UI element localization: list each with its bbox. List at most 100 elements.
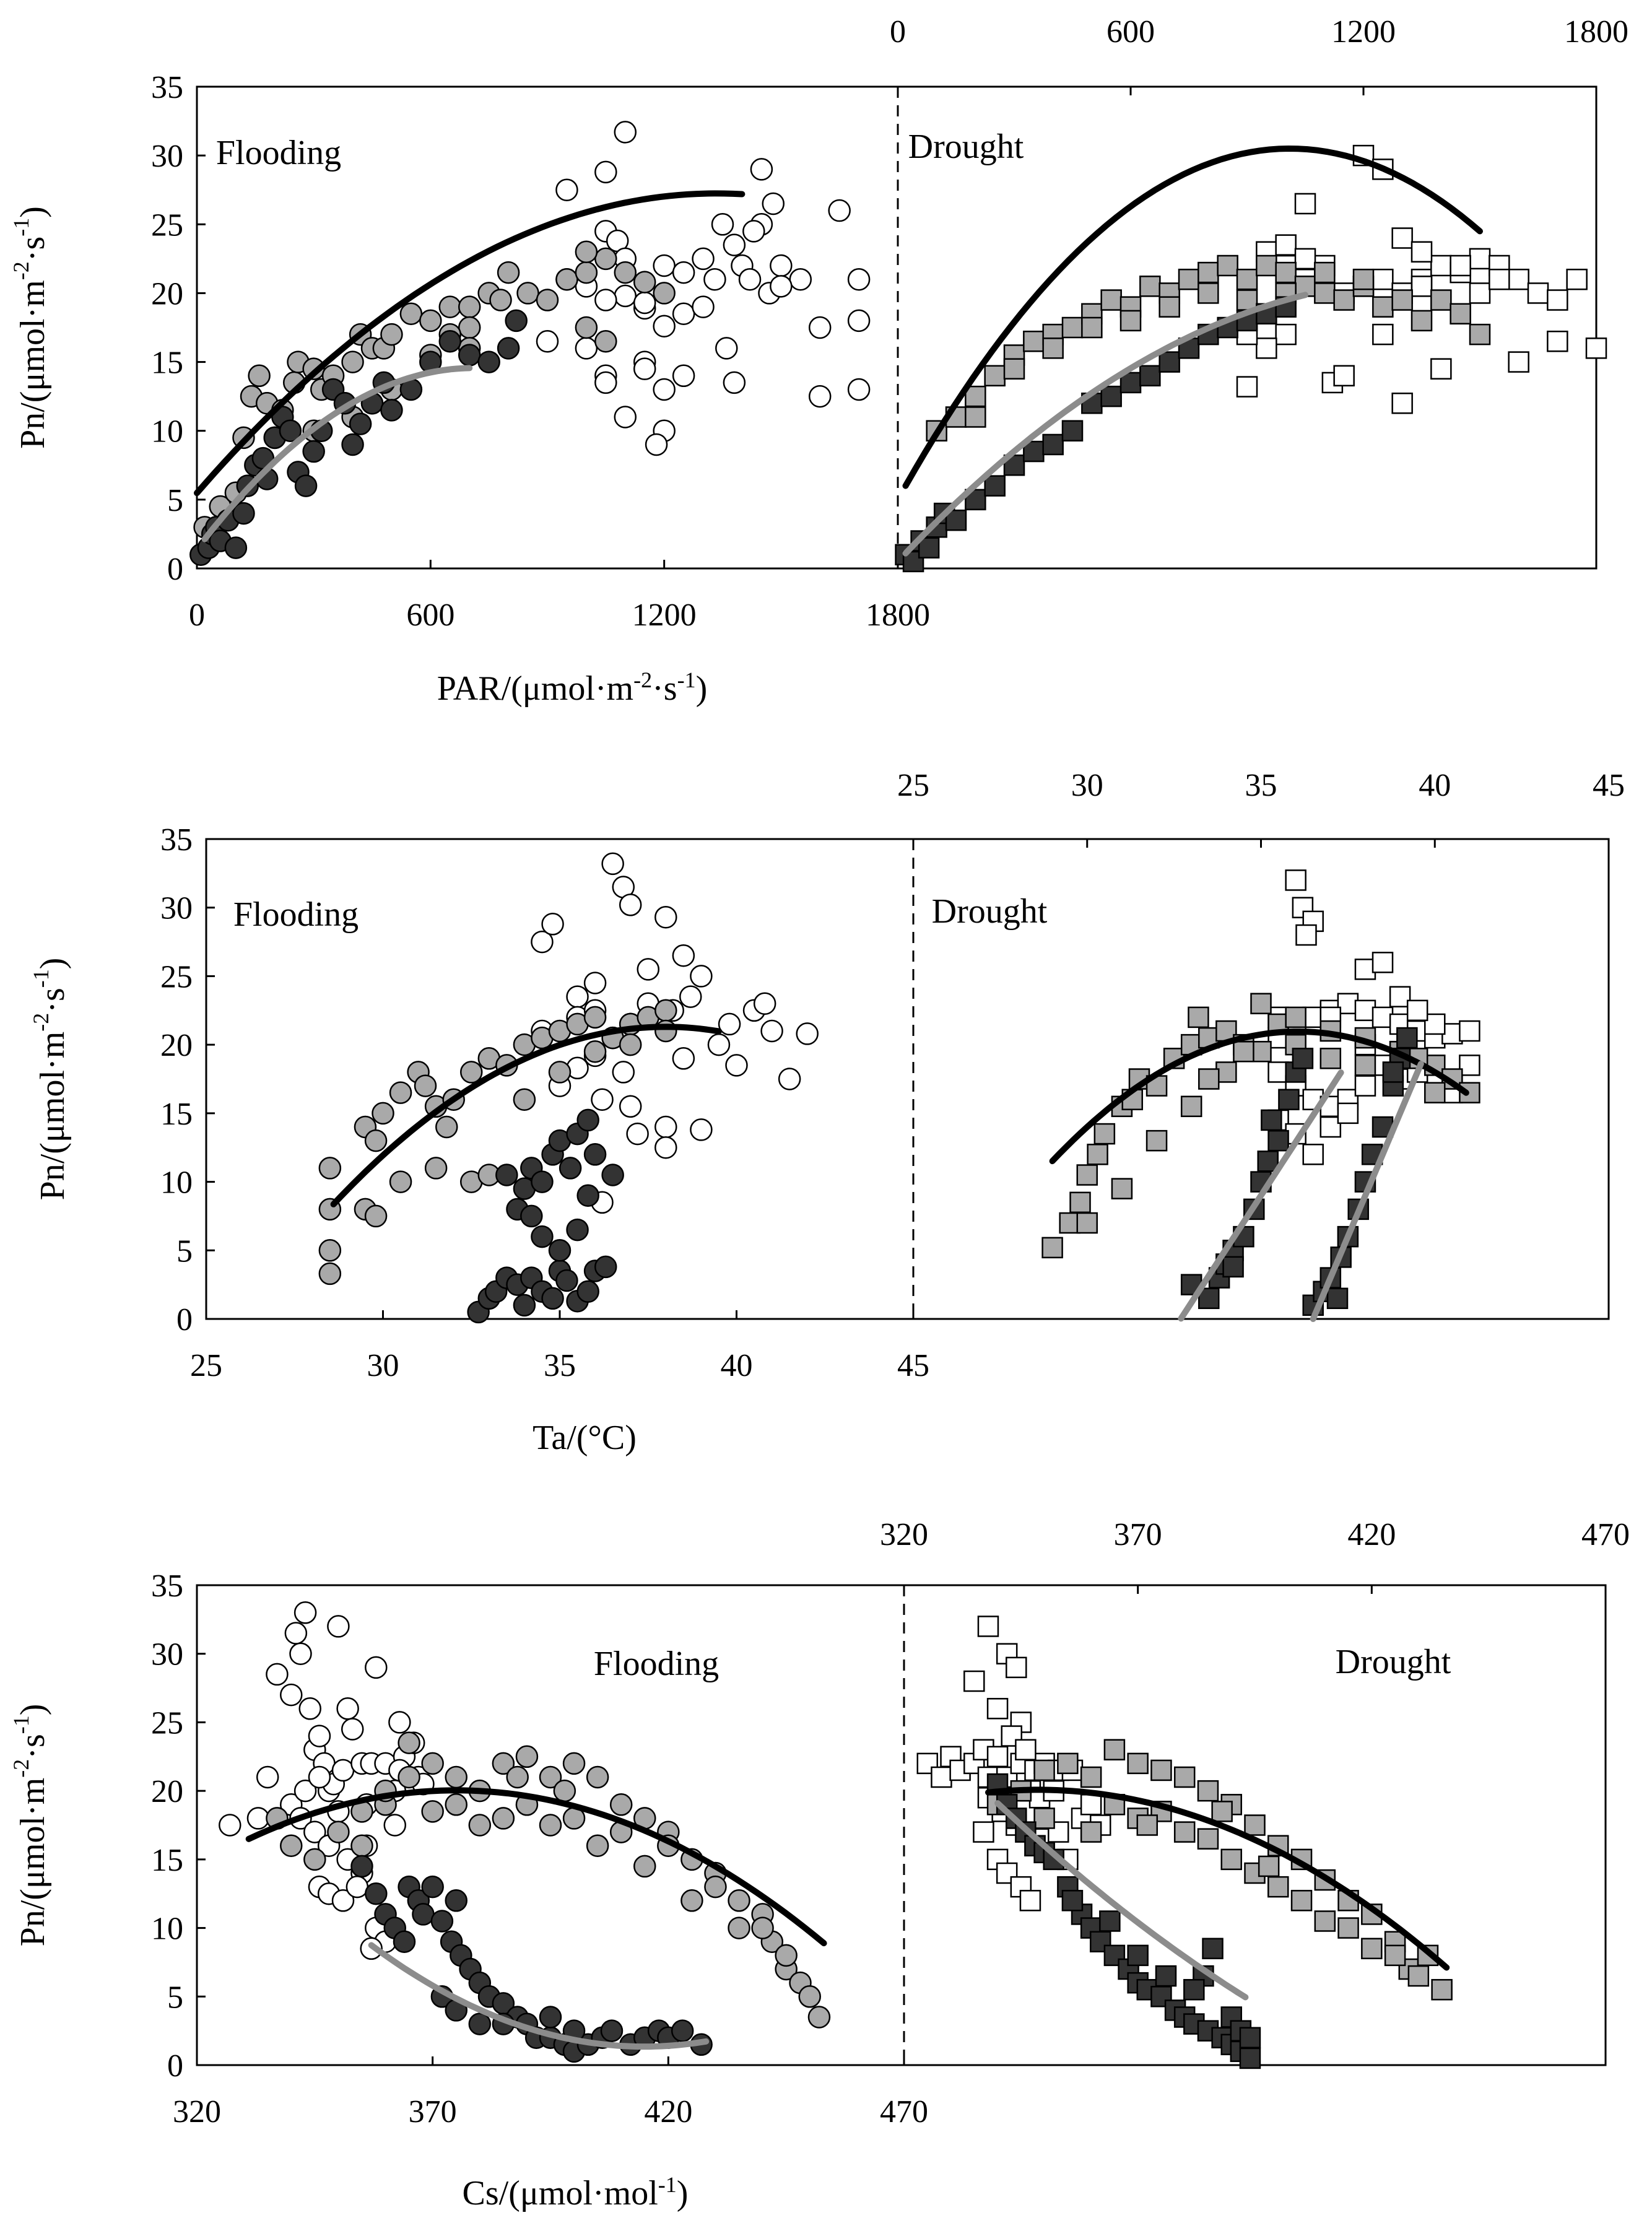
white-marker-point (626, 1122, 649, 1146)
white-marker-point (388, 1711, 411, 1734)
gray-marker-point (1069, 1191, 1091, 1214)
white-marker-point (327, 1615, 350, 1638)
white-marker-point (1406, 999, 1428, 1022)
gray-marker-point (575, 240, 598, 263)
y-tick-label: 25 (151, 207, 183, 243)
white-marker-point (977, 1616, 999, 1637)
white-marker-point (331, 1889, 355, 1912)
white-marker-point (703, 268, 726, 291)
gray-marker-point (586, 1834, 609, 1857)
y-tick-label: 15 (151, 346, 183, 381)
white-marker-point (986, 1746, 1009, 1768)
dark-marker-point (294, 474, 318, 497)
dark-marker-point (279, 419, 302, 442)
gray-marker-point (421, 1752, 444, 1775)
gray-marker-point (1197, 1828, 1219, 1850)
gray-marker-point (1080, 1766, 1102, 1788)
gray-marker-point (458, 295, 481, 318)
white-marker-point (690, 965, 713, 988)
white-marker-point (591, 1088, 614, 1111)
gray-marker-point (421, 1800, 444, 1823)
fit-curve-black (330, 1024, 722, 1207)
dark-marker-point (1326, 1287, 1349, 1310)
y-tick-label: 25 (151, 1705, 183, 1741)
gray-marker-point (728, 1916, 750, 1939)
white-marker-point (1236, 376, 1258, 398)
gray-marker-point (424, 1157, 448, 1180)
panel-label-flooding: Flooding (216, 134, 341, 172)
dark-marker-point (520, 1204, 543, 1228)
gray-marker-point (594, 329, 617, 353)
gray-marker-point (492, 1752, 515, 1775)
gray-marker-point (807, 2006, 831, 2029)
white-marker-point (303, 1821, 326, 1843)
gray-marker-point (364, 1129, 388, 1152)
y-tick-label: 0 (176, 1302, 193, 1338)
y-tick-label: 5 (167, 1980, 183, 2015)
white-marker-point (1450, 254, 1471, 277)
gray-marker-point (1314, 1910, 1336, 1932)
y-tick-label: 10 (160, 1165, 193, 1201)
white-marker-point (847, 378, 871, 401)
gray-marker-point (575, 261, 598, 284)
white-marker-point (293, 1601, 317, 1624)
white-marker-point (723, 371, 746, 394)
white-marker-point (614, 121, 637, 144)
x-tick-label-top: 45 (1593, 768, 1625, 803)
white-marker-point (796, 1022, 819, 1045)
dark-marker-point (671, 2019, 694, 2042)
white-marker-point (1469, 248, 1491, 270)
white-marker-point (614, 406, 637, 428)
gray-marker-point (1407, 1965, 1430, 1987)
y-tick-label: 0 (167, 2048, 183, 2084)
dark-marker-point (1222, 1256, 1244, 1278)
dark-marker-point (576, 1280, 599, 1303)
gray-marker-point (680, 1889, 703, 1912)
white-marker-point (1459, 1020, 1480, 1042)
plot-frame (196, 1584, 1607, 2066)
x-axis-title: Ta/(°C) (533, 1419, 637, 1457)
white-marker-point (1430, 254, 1452, 277)
white-marker-point (1354, 1075, 1376, 1097)
white-marker-point (692, 247, 715, 271)
gray-marker-point (513, 1088, 536, 1111)
white-marker-point (1015, 1739, 1037, 1760)
white-marker-point (298, 1697, 321, 1720)
gray-marker-point (965, 385, 986, 407)
gray-marker-point (1361, 1938, 1383, 1960)
gray-marker-point (280, 1834, 303, 1857)
white-marker-point (715, 337, 738, 360)
gray-marker-point (653, 282, 676, 305)
x-tick-label: 320 (173, 2094, 221, 2129)
fit-curve-gray (201, 365, 473, 542)
dark-marker-point (1267, 1129, 1289, 1152)
x-tick-label-top: 420 (1347, 1517, 1396, 1552)
white-marker-point (1295, 924, 1317, 946)
y-tick-label: 30 (160, 891, 193, 926)
gray-marker-point (1136, 1814, 1159, 1836)
gray-marker-point (303, 1848, 326, 1871)
gray-marker-point (1093, 1123, 1116, 1145)
gray-marker-point (458, 316, 481, 339)
white-marker-point (847, 268, 871, 291)
gray-marker-point (1258, 1855, 1280, 1877)
dark-marker-point (468, 2012, 492, 2035)
white-marker-point (1275, 323, 1297, 346)
dark-marker-point (1061, 420, 1084, 442)
white-marker-point (1411, 276, 1433, 297)
panel-label-drought: Drought (1336, 1643, 1451, 1681)
y-tick-label: 5 (176, 1233, 193, 1269)
panel-label-drought: Drought (908, 128, 1024, 166)
x-tick-label-top: 1800 (1564, 14, 1628, 50)
white-marker-point (1048, 1821, 1069, 1843)
white-marker-point (1508, 268, 1529, 290)
gray-marker-point (460, 1061, 483, 1084)
y-tick-label: 20 (151, 1774, 183, 1809)
x-axis-title: PAR/(μmol·m-2·s-1) (437, 668, 707, 708)
plot-frame (196, 85, 1598, 570)
dark-marker-point (1061, 1890, 1084, 1912)
gray-marker-point (1217, 254, 1238, 277)
white-marker-point (614, 284, 637, 308)
gray-marker-point (1233, 1040, 1254, 1063)
white-marker-point (679, 985, 702, 1008)
